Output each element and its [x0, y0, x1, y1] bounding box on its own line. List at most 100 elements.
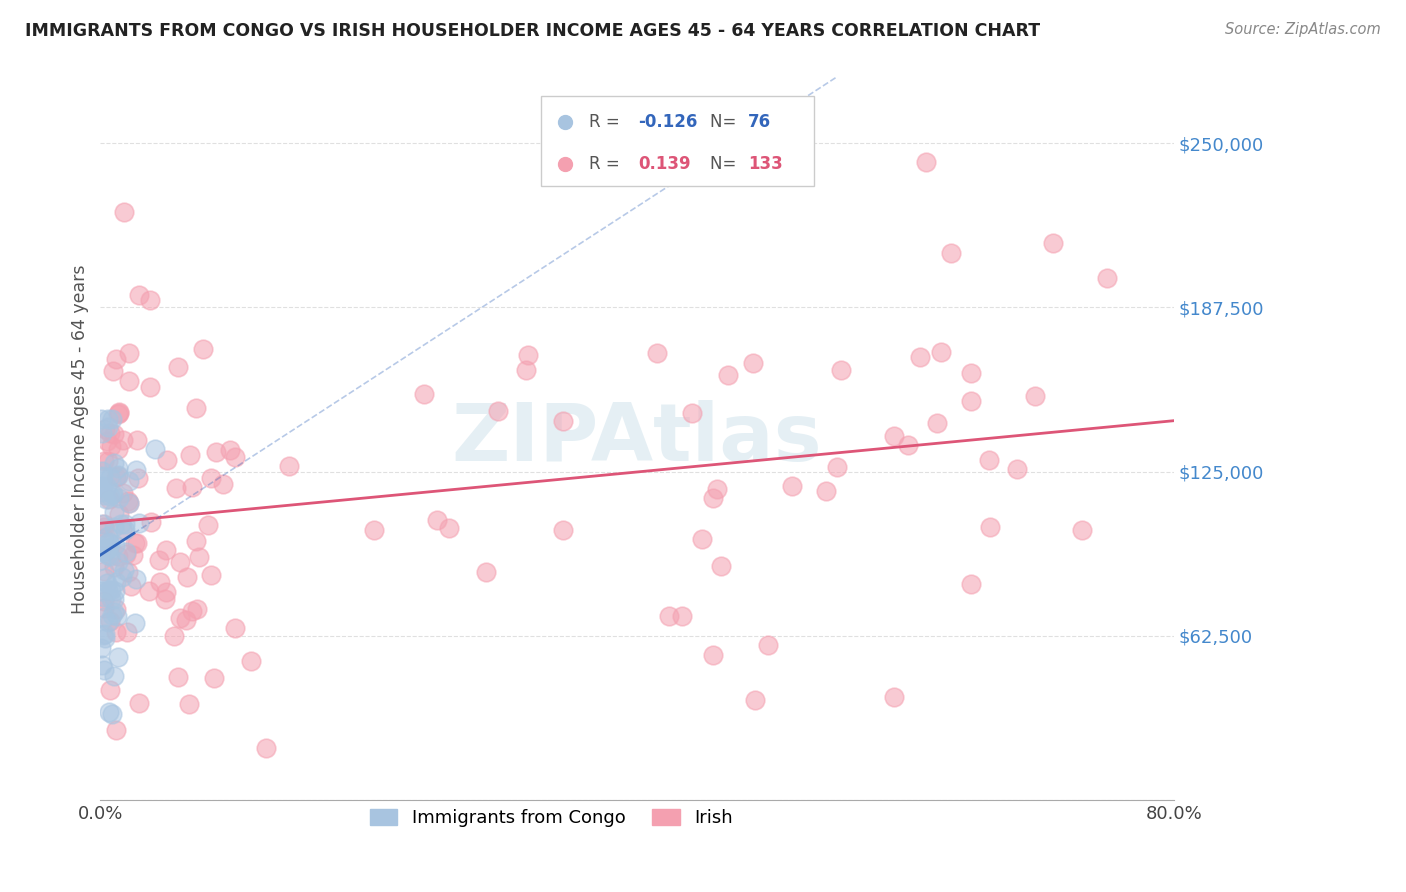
Point — [184, 534, 207, 549]
Point — [112, 563, 135, 577]
Point — [710, 558, 733, 573]
Point — [98, 490, 121, 504]
Point — [413, 387, 436, 401]
Point — [114, 523, 136, 537]
Point — [125, 536, 148, 550]
Point — [103, 427, 125, 442]
Point — [830, 363, 852, 377]
Point — [179, 448, 201, 462]
Point — [93, 663, 115, 677]
Point — [115, 545, 138, 559]
Point — [702, 491, 724, 506]
Point — [118, 346, 141, 360]
Point — [883, 690, 905, 705]
Point — [941, 246, 963, 260]
Point — [191, 343, 214, 357]
Point — [91, 628, 114, 642]
Point — [103, 364, 125, 378]
Point — [103, 605, 125, 619]
Point — [1042, 235, 1064, 250]
Point — [883, 429, 905, 443]
Point — [97, 412, 120, 426]
Point — [107, 491, 129, 506]
Point — [93, 594, 115, 608]
Text: N=: N= — [710, 155, 742, 173]
Point — [960, 366, 983, 380]
Point — [118, 474, 141, 488]
Point — [103, 520, 125, 534]
Point — [107, 461, 129, 475]
Point — [91, 544, 114, 558]
Point — [180, 480, 202, 494]
Point — [97, 549, 120, 563]
Point — [91, 658, 114, 673]
Point — [671, 793, 693, 807]
Point — [1024, 389, 1046, 403]
Point — [254, 740, 277, 755]
Point — [186, 602, 208, 616]
Point — [128, 287, 150, 301]
Point — [124, 615, 146, 630]
Point — [103, 505, 125, 519]
Point — [516, 348, 538, 362]
Point — [124, 535, 146, 549]
Point — [224, 621, 246, 635]
Point — [488, 403, 510, 417]
Point — [671, 609, 693, 624]
Point — [96, 575, 118, 590]
Point — [127, 434, 149, 448]
Point — [515, 362, 537, 376]
Point — [93, 610, 115, 624]
Point — [120, 579, 142, 593]
Point — [1005, 462, 1028, 476]
Point — [90, 584, 112, 599]
Point — [93, 520, 115, 534]
Point — [103, 560, 125, 574]
Point — [224, 450, 246, 464]
Point — [551, 414, 574, 428]
Point — [91, 480, 114, 494]
Point — [107, 649, 129, 664]
Point — [105, 574, 128, 589]
Point — [93, 600, 115, 615]
Point — [105, 608, 128, 623]
Text: N=: N= — [710, 113, 742, 131]
Point — [200, 471, 222, 485]
Point — [125, 463, 148, 477]
Point — [94, 491, 117, 506]
Text: 76: 76 — [748, 113, 770, 131]
Point — [101, 487, 124, 501]
Point — [756, 638, 779, 652]
Point — [174, 613, 197, 627]
Point — [690, 532, 713, 546]
Point — [960, 577, 983, 591]
Point — [155, 542, 177, 557]
Point — [94, 632, 117, 646]
Point — [111, 569, 134, 583]
Point — [91, 479, 114, 493]
Point — [93, 454, 115, 468]
Point — [91, 469, 114, 483]
Point — [98, 535, 121, 549]
Y-axis label: Householder Income Ages 45 - 64 years: Householder Income Ages 45 - 64 years — [72, 264, 89, 614]
Point — [110, 517, 132, 532]
Point — [96, 434, 118, 448]
Point — [90, 516, 112, 531]
Point — [960, 393, 983, 408]
Point — [107, 442, 129, 457]
Point — [128, 696, 150, 710]
Point — [103, 591, 125, 606]
Point — [200, 568, 222, 582]
Point — [104, 538, 127, 552]
Point — [98, 425, 121, 440]
Point — [211, 477, 233, 491]
Point — [219, 443, 242, 458]
Point — [914, 154, 936, 169]
Point — [425, 513, 447, 527]
Point — [205, 445, 228, 459]
Point — [814, 483, 837, 498]
Point — [139, 380, 162, 394]
Point — [977, 453, 1000, 467]
Point — [681, 406, 703, 420]
Point — [114, 517, 136, 532]
